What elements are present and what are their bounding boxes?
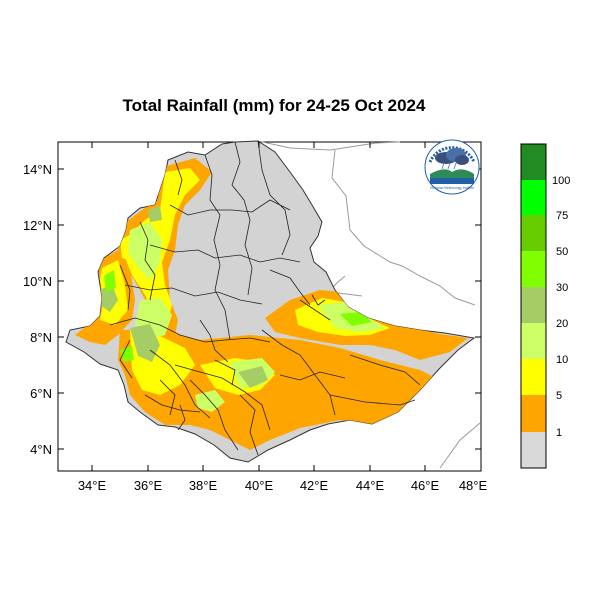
legend-swatch — [521, 215, 546, 251]
x-tick-label: 42°E — [300, 478, 329, 493]
legend-label: 5 — [556, 390, 562, 402]
legend-swatch — [521, 395, 546, 432]
x-tick-labels: 34°E 36°E 38°E 40°E 42°E 44°E 46°E 48°E — [78, 478, 488, 493]
y-tick-label: 12°N — [23, 218, 52, 233]
y-tick-label: 4°N — [30, 442, 52, 457]
axis-ticks — [58, 142, 482, 471]
rainfall-20-30mm — [100, 206, 268, 388]
map-title: Total Rainfall (mm) for 24-25 Oct 2024 — [122, 96, 426, 115]
legend-swatch — [521, 251, 546, 287]
legend-swatch — [521, 323, 546, 359]
legend-label: 75 — [556, 210, 568, 222]
legend-swatch — [521, 432, 546, 468]
x-tick-label: 40°E — [245, 478, 274, 493]
x-tick-label: 44°E — [356, 478, 385, 493]
x-tick-label: 36°E — [134, 478, 163, 493]
x-tick-label: 34°E — [78, 478, 107, 493]
legend-swatch — [521, 180, 546, 215]
legend-colorbar: 1 5 10 20 30 50 75 100 — [520, 143, 570, 469]
logo-caption: Ethiopian Meteorology Institute — [430, 186, 474, 190]
legend-swatch — [521, 144, 546, 180]
y-tick-label: 14°N — [23, 162, 52, 177]
legend-label: 50 — [556, 246, 568, 258]
y-tick-label: 6°N — [30, 386, 52, 401]
ethiopian-meteorology-logo: Ethiopian Meteorology Institute — [424, 139, 480, 195]
legend-swatch — [521, 359, 546, 395]
admin-boundaries — [109, 140, 421, 456]
legend-label: 1 — [556, 427, 562, 439]
legend-swatch — [521, 287, 546, 323]
y-tick-label: 10°N — [23, 274, 52, 289]
y-tick-label: 8°N — [30, 330, 52, 345]
legend-label: 100 — [552, 175, 570, 187]
x-tick-label: 38°E — [189, 478, 218, 493]
legend-label: 20 — [556, 318, 568, 330]
legend-label: 10 — [556, 354, 568, 366]
rainfall-fields — [75, 158, 468, 450]
y-tick-labels: 4°N 6°N 8°N 10°N 12°N 14°N — [23, 162, 52, 457]
x-tick-label: 46°E — [411, 478, 440, 493]
x-tick-label: 48°E — [459, 478, 488, 493]
legend-label: 30 — [556, 282, 568, 294]
